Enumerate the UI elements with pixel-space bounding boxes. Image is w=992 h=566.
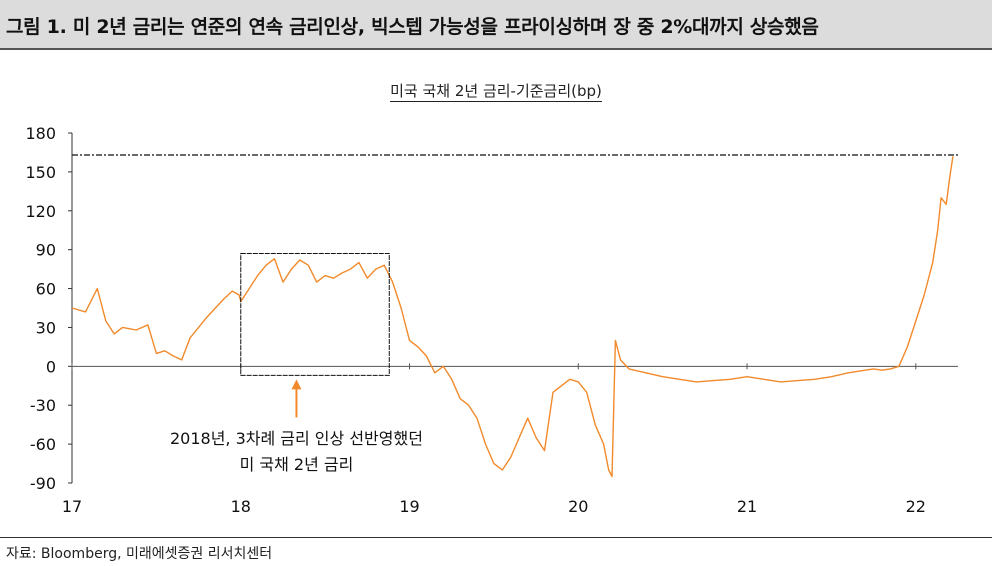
y-tick-label: 120 [25, 202, 56, 221]
y-tick-label: 30 [36, 318, 56, 337]
y-tick-label: 180 [25, 124, 56, 143]
y-tick-label: -30 [30, 396, 56, 415]
chart-axes: 180 150 120 90 60 30 0 -30 -60 -90 17 18 19 20 21 22 [25, 124, 958, 516]
x-tick-label: 17 [62, 497, 82, 516]
footer-divider [0, 537, 992, 538]
figure-header: 그림 1. 미 2년 금리는 연준의 연속 금리인상, 빅스텝 가능성을 프라이… [0, 0, 992, 50]
source-note: 자료: Bloomberg, 미래에셋증권 리서치센터 [6, 546, 273, 562]
annotation-arrow-head [291, 379, 302, 390]
y-tick-label: -60 [30, 435, 56, 454]
chart-title-text: 미국 국채 2년 금리-기준금리(bp) [390, 82, 602, 102]
annotation-text-line: 미 국채 2년 금리 [240, 455, 354, 474]
y-tick-label: -90 [30, 474, 56, 493]
y-tick-label: 60 [36, 280, 56, 299]
y-tick-label: 0 [46, 357, 56, 376]
y-tick-label: 90 [36, 241, 56, 260]
x-tick-label: 19 [399, 497, 419, 516]
x-tick-label: 22 [906, 497, 926, 516]
x-tick-label: 21 [737, 497, 757, 516]
annotation-text-line: 2018년, 3차례 금리 인상 선반영했던 [170, 429, 423, 448]
x-tick-label: 20 [568, 497, 588, 516]
header-divider [0, 48, 992, 50]
figure-title: 그림 1. 미 2년 금리는 연준의 연속 금리인상, 빅스텝 가능성을 프라이… [6, 16, 819, 38]
y-tick-label: 150 [25, 163, 56, 182]
chart-title: 미국 국채 2년 금리-기준금리(bp) [0, 80, 992, 102]
series-group [71, 156, 954, 478]
series-line [71, 156, 954, 478]
x-tick-label: 18 [231, 497, 251, 516]
annotation-box [240, 253, 390, 376]
